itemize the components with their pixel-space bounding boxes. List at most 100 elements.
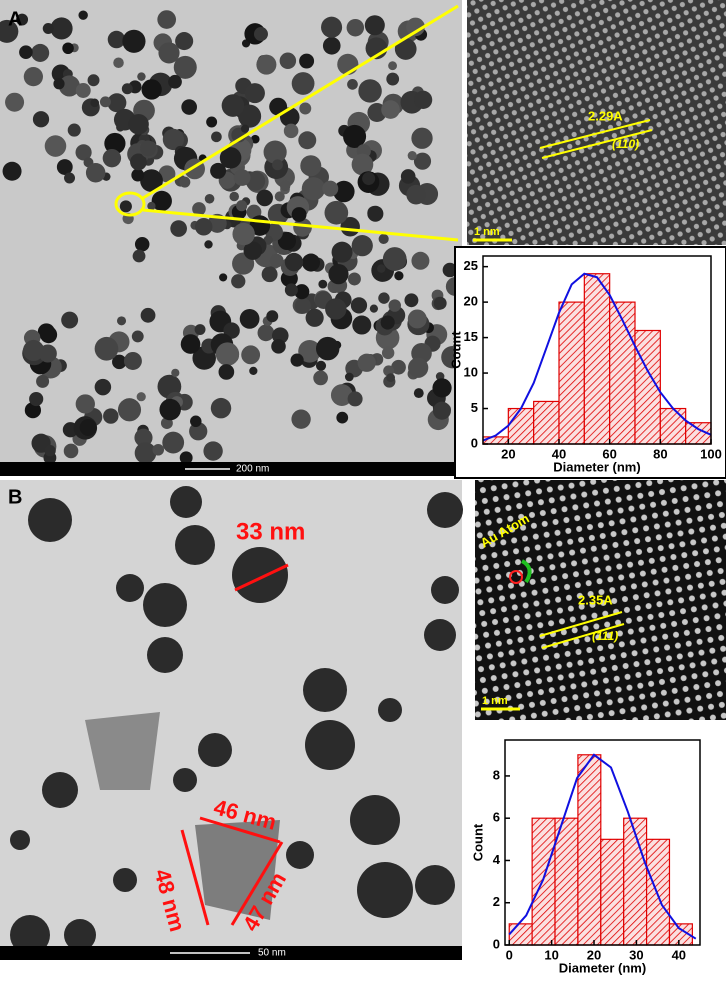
particle xyxy=(134,237,150,252)
bar xyxy=(634,329,661,445)
particle xyxy=(328,264,349,285)
particle xyxy=(171,368,180,377)
particle xyxy=(313,370,328,386)
particle xyxy=(211,131,222,143)
particle xyxy=(194,217,213,236)
particle xyxy=(427,492,463,528)
particle xyxy=(170,486,202,518)
particle xyxy=(215,342,240,366)
bar xyxy=(577,754,602,946)
particle xyxy=(23,339,45,362)
particle xyxy=(358,79,382,103)
particle xyxy=(274,191,285,202)
particle xyxy=(56,159,73,175)
particle xyxy=(44,445,56,457)
particle xyxy=(406,184,426,205)
bar xyxy=(558,301,585,445)
scale-label: 1 nm xyxy=(482,695,508,707)
particle xyxy=(407,151,417,161)
particle xyxy=(40,326,58,344)
particle xyxy=(324,200,349,225)
particle xyxy=(141,79,162,100)
particle xyxy=(104,132,126,155)
particle xyxy=(303,668,347,712)
size-label: 33 nm xyxy=(236,518,305,545)
particle xyxy=(123,351,142,370)
particle xyxy=(362,172,376,186)
plane: (111) xyxy=(592,629,618,643)
measure-line xyxy=(234,563,289,592)
particle xyxy=(233,169,251,186)
particle xyxy=(175,32,194,51)
particle xyxy=(168,74,182,89)
particle xyxy=(404,293,419,308)
particle xyxy=(206,116,218,128)
particle xyxy=(351,153,374,176)
particle xyxy=(112,354,127,370)
particle xyxy=(263,140,287,164)
particle xyxy=(2,161,22,181)
particle xyxy=(381,346,395,360)
particle xyxy=(386,72,400,86)
particle xyxy=(394,38,417,60)
fit-curve xyxy=(508,753,697,940)
particle xyxy=(305,308,324,327)
particle xyxy=(131,168,145,182)
particle xyxy=(413,388,424,399)
particle xyxy=(190,415,202,428)
plot-frame xyxy=(504,739,701,946)
highlight xyxy=(114,191,146,217)
particle xyxy=(42,23,54,35)
lattice-line xyxy=(541,129,653,159)
particle xyxy=(64,919,96,951)
particle xyxy=(256,189,273,207)
particle xyxy=(134,428,153,447)
plot-frame xyxy=(482,255,712,445)
y-tick-label: 8 xyxy=(493,767,500,782)
particle xyxy=(381,100,400,119)
particle xyxy=(290,353,304,367)
particle xyxy=(386,373,395,382)
measure-line xyxy=(180,829,210,926)
particle xyxy=(279,52,297,70)
particle xyxy=(239,308,260,329)
particle xyxy=(291,72,315,95)
particle xyxy=(78,10,88,20)
particle xyxy=(113,57,124,68)
y-tick-label: 20 xyxy=(464,294,478,309)
y-tick-label: 0 xyxy=(471,435,478,450)
particle xyxy=(147,637,183,673)
particle xyxy=(198,733,232,767)
particle xyxy=(157,10,177,29)
particle xyxy=(210,397,232,419)
particle xyxy=(75,394,95,414)
particle xyxy=(44,135,67,157)
particle xyxy=(331,241,353,263)
particle xyxy=(50,17,73,40)
particle xyxy=(378,698,402,722)
particle xyxy=(346,18,365,37)
particle xyxy=(99,96,111,108)
plane: (110) xyxy=(612,137,639,151)
particle xyxy=(117,398,142,422)
particle xyxy=(90,98,100,108)
x-tick-label: 80 xyxy=(653,446,667,461)
particle xyxy=(343,124,367,148)
atom-marker xyxy=(509,570,523,584)
arrow xyxy=(142,4,459,200)
particle xyxy=(238,104,262,128)
particle xyxy=(179,176,191,188)
particle xyxy=(315,360,327,371)
particle xyxy=(103,408,119,424)
particle xyxy=(407,357,429,378)
particle xyxy=(181,99,198,115)
x-tick-label: 40 xyxy=(552,446,566,461)
particle xyxy=(286,841,314,869)
particle xyxy=(195,820,280,920)
particle xyxy=(94,336,119,361)
particle xyxy=(192,202,206,216)
particle xyxy=(204,240,213,249)
particle xyxy=(279,180,291,191)
particle xyxy=(23,67,43,87)
x-axis-label: Diameter (nm) xyxy=(553,459,640,474)
